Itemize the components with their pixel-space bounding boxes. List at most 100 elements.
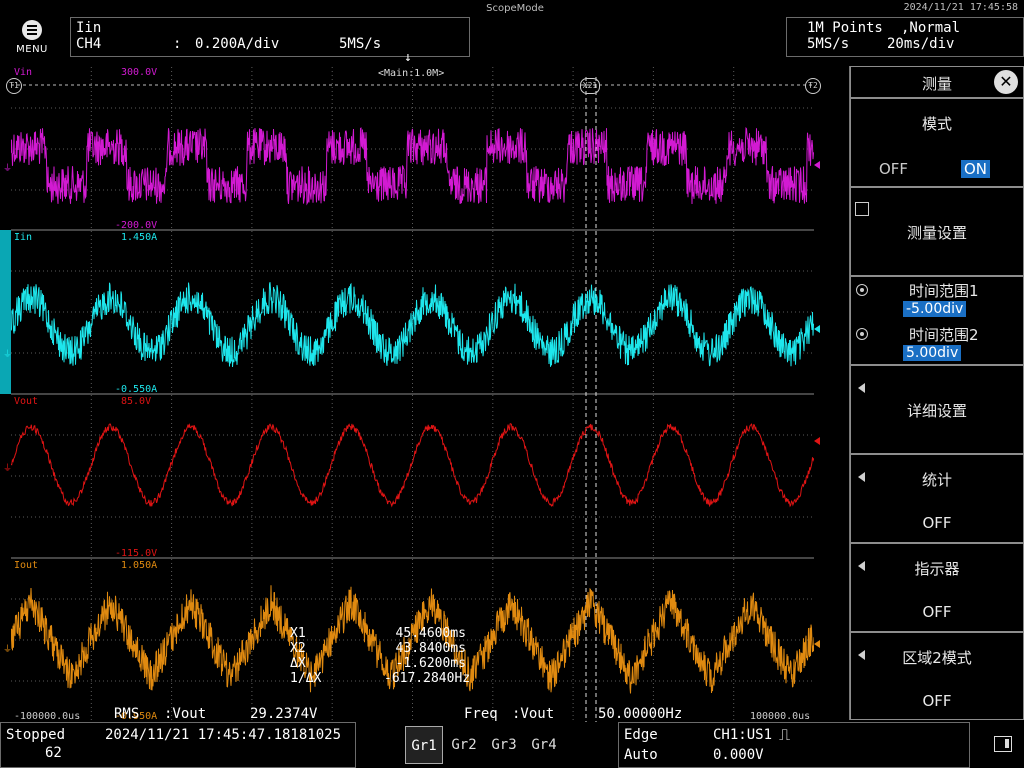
iin-bottom-scale: -0.550A	[115, 384, 158, 395]
inv-dx-label: 1/ΔX	[290, 671, 322, 686]
iin-position-marker[interactable]	[814, 325, 820, 333]
measure-settings-button[interactable]: 测量设置	[850, 187, 1024, 276]
indicator-label: 指示器	[914, 560, 960, 578]
iout-bottom-scale: -0.950A	[115, 711, 158, 722]
t2-marker[interactable]: T2	[805, 78, 821, 94]
tab-gr3[interactable]: Gr3	[491, 737, 517, 753]
trigger-mode: Auto	[624, 747, 658, 763]
time-left-label: -100000.0us	[14, 711, 81, 722]
statistics-label: 统计	[921, 471, 952, 489]
channel-name: Iin	[76, 20, 102, 36]
mode-label: 模式	[921, 115, 952, 133]
acquisition-count: 62	[45, 745, 62, 761]
vin-position-marker[interactable]	[814, 161, 820, 169]
rms-value: 29.2374V	[250, 706, 318, 722]
vout-position-marker[interactable]	[814, 437, 820, 445]
trigger-type: Edge	[624, 727, 658, 743]
record-points: 1M Points	[807, 20, 883, 36]
panel-header: 测量 ✕	[850, 66, 1024, 98]
trigger-settings[interactable]: Edge CH1:US1 ⎍ Auto 0.000V	[618, 722, 970, 768]
mode-button[interactable]: 模式 OFF ON	[850, 98, 1024, 187]
iout-waveform	[11, 585, 814, 694]
time-right-label: 100000.0us	[750, 711, 811, 722]
vin-bottom-scale: -200.0V	[115, 220, 158, 231]
x1-value: 45.4600ms	[395, 626, 466, 641]
acquisition-time: 2024/11/21 17:45:47.18181025	[105, 727, 342, 743]
cursor-readout-values: 45.4600ms 43.8400ms -1.6200ms -617.2840H…	[384, 626, 471, 686]
range2-label: 时间范围2	[909, 326, 979, 344]
timebase: 20ms/div	[887, 36, 955, 52]
range2-radio-icon	[856, 328, 868, 340]
arrow-left-icon	[858, 472, 865, 482]
menu-button[interactable]: MENU	[10, 20, 54, 64]
arrow-left-icon	[858, 650, 865, 660]
iout-position-marker[interactable]	[814, 640, 820, 648]
channel-colon: :	[173, 36, 182, 52]
range2-value: 5.00div	[903, 345, 962, 361]
t1-marker[interactable]: T1	[6, 78, 22, 94]
range1-value: -5.00div	[903, 301, 967, 317]
iout-top-scale: 1.050A	[121, 560, 158, 571]
iin-ground-icon: ⏚	[3, 350, 13, 360]
tab-gr1[interactable]: Gr1	[405, 726, 443, 764]
x2-label: X2	[290, 641, 306, 656]
vout-channel-label: Vout	[14, 396, 39, 407]
x1-label: X1	[290, 626, 306, 641]
range1-label: 时间范围1	[909, 282, 979, 300]
x2-value: 43.8400ms	[395, 641, 466, 656]
selected-channel-strip	[0, 230, 11, 394]
system-datetime: 2024/11/21 17:45:58	[903, 2, 1018, 13]
panel-title: 测量	[921, 75, 952, 93]
detail-settings-label: 详细设置	[906, 402, 967, 420]
vin-ground-icon: ⏚	[3, 164, 13, 174]
iout-ground-icon: ⏚	[3, 645, 13, 655]
acquisition-info-box[interactable]: 1M Points ,Normal 5MS/s 20ms/div	[786, 17, 1024, 57]
vout-top-scale: 85.0V	[121, 396, 152, 407]
waveform-display[interactable]	[11, 67, 814, 722]
detail-settings-button[interactable]: 详细设置	[850, 365, 1024, 454]
tab-gr4[interactable]: Gr4	[531, 737, 557, 753]
run-state: Stopped	[6, 727, 66, 743]
menu-label: MENU	[16, 44, 48, 55]
inv-dx-value: -617.2840Hz	[384, 671, 471, 686]
zone2-mode-label: 区域2模式	[902, 649, 972, 667]
statistics-button[interactable]: 统计 OFF	[850, 454, 1024, 543]
vout-ground-icon: ⏚	[3, 464, 13, 474]
x21-marker[interactable]: X21	[580, 78, 600, 94]
iin-channel-label: Iin	[14, 232, 33, 243]
zone-dividers	[11, 229, 814, 559]
indicator-button[interactable]: 指示器 OFF	[850, 543, 1024, 632]
status-bar: Stopped 62 2024/11/21 17:45:47.18181025 …	[0, 722, 1024, 768]
channel-scale: 0.200A/div	[195, 36, 280, 52]
vout-waveform	[11, 422, 814, 508]
panel-toggle-icon[interactable]	[994, 736, 1012, 752]
freq-label: Freq	[464, 706, 498, 722]
arrow-left-icon	[858, 383, 865, 393]
range1-radio-icon	[856, 284, 868, 296]
sample-rate: 5MS/s	[807, 36, 850, 52]
channel-info-box[interactable]: Iin CH4 : 0.200A/div 5MS/s	[70, 17, 470, 57]
channel-id: CH4	[76, 36, 102, 52]
cursor-readout-labels: X1 X2 ΔX 1/ΔX	[290, 626, 321, 686]
vout-bottom-scale: -115.0V	[115, 548, 158, 559]
mode-off-option: OFF	[879, 160, 909, 178]
statistics-value: OFF	[922, 514, 952, 532]
close-icon[interactable]: ✕	[994, 70, 1018, 94]
trigger-source: CH1:US1	[713, 727, 773, 743]
rms-source: :Vout	[164, 706, 207, 722]
time-range-button[interactable]: 时间范围1 -5.00div 时间范围2 5.00div	[850, 276, 1024, 365]
app-title: ScopeMode	[486, 3, 544, 14]
channel-rate: 5MS/s	[339, 36, 382, 52]
zone2-mode-button[interactable]: 区域2模式 OFF	[850, 632, 1024, 720]
dx-label: ΔX	[290, 656, 306, 671]
indicator-value: OFF	[922, 603, 952, 621]
acquisition-status: Stopped 62 2024/11/21 17:45:47.18181025	[0, 722, 356, 768]
tab-gr2[interactable]: Gr2	[451, 737, 477, 753]
vin-channel-label: Vin	[14, 67, 33, 78]
iin-waveform	[11, 282, 814, 368]
zone2-mode-value: OFF	[922, 692, 952, 710]
measure-settings-label: 测量设置	[906, 224, 967, 242]
freq-value: 50.00000Hz	[598, 706, 683, 722]
main-window-label: <Main:1.0M>	[378, 68, 445, 79]
rms-label: RMS	[114, 706, 140, 722]
